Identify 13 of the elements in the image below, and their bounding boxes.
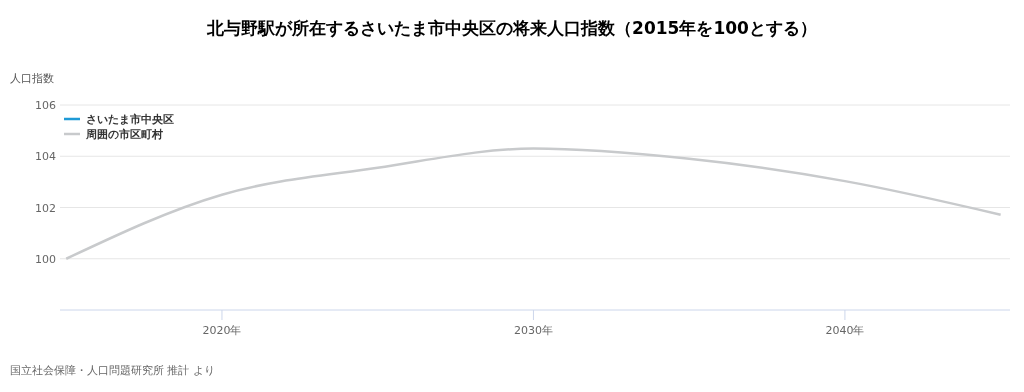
y-tick-label: 100 bbox=[35, 252, 56, 266]
x-tick-label: 2030年 bbox=[513, 324, 553, 337]
y-tick-label: 104 bbox=[35, 150, 56, 164]
y-axis-title: 人口指数 bbox=[10, 72, 54, 85]
x-tick-label: 2040年 bbox=[825, 324, 865, 337]
text: 国立社会保障・人口問題研究所 推計 より bbox=[10, 364, 215, 377]
x-tick-label: 2020年 bbox=[202, 324, 242, 337]
chart-title: 北与野駅が所在するさいたま市中央区の将来人口指数（2015年を100とする） bbox=[206, 18, 817, 38]
line-series bbox=[64, 147, 1002, 260]
y-tick-label: 102 bbox=[35, 201, 56, 215]
legend-label: さいたま市中央区 bbox=[86, 113, 174, 126]
y-tick-label: 106 bbox=[35, 99, 56, 112]
legend-label: 周囲の市区町村 bbox=[85, 128, 163, 141]
